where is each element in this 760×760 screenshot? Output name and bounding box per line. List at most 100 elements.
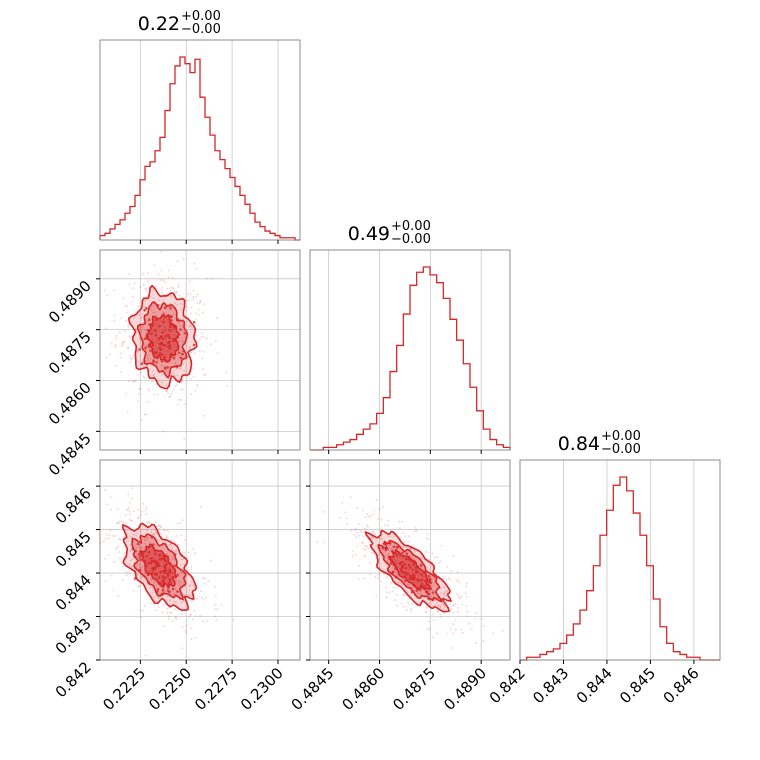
sample-point (436, 604, 439, 607)
core-point (391, 549, 394, 553)
core-point (161, 583, 165, 587)
sample-point (141, 419, 143, 422)
core-point (148, 323, 151, 326)
sample-point (152, 311, 155, 314)
core-point (413, 576, 417, 580)
sample-point (130, 535, 133, 538)
sample-point (187, 569, 189, 572)
sample-point (201, 335, 203, 338)
sample-point (137, 585, 139, 588)
core-point (160, 593, 164, 597)
sample-point (439, 604, 441, 607)
sample-point (428, 620, 430, 623)
sample-point (402, 546, 405, 549)
sample-point (399, 527, 401, 529)
sample-point (131, 301, 133, 303)
sample-point (162, 365, 165, 367)
sample-point (139, 325, 142, 328)
sample-point (160, 526, 162, 529)
sample-point (128, 518, 131, 521)
sample-point (454, 602, 456, 605)
sample-point (148, 348, 151, 350)
sample-point (140, 576, 143, 578)
core-point (143, 559, 147, 563)
sample-point (414, 527, 417, 529)
core-point (179, 328, 182, 331)
sample-point (162, 299, 164, 302)
sample-point (194, 312, 197, 315)
sample-point (152, 374, 155, 376)
sample-point (378, 572, 381, 574)
sample-point (388, 546, 390, 549)
sample-point (169, 611, 171, 614)
sample-point (195, 295, 198, 298)
sample-point (125, 319, 127, 322)
sample-point (356, 507, 359, 510)
sample-point (128, 501, 131, 504)
sample-point (149, 358, 152, 360)
panel-title-err-minus: −0.00 (601, 442, 641, 457)
core-point (147, 561, 150, 565)
x-tick-label: 0.844 (573, 664, 616, 707)
sample-point (196, 302, 199, 305)
sample-point (181, 626, 184, 629)
sample-point (355, 528, 358, 530)
core-point (161, 589, 165, 592)
core-point (151, 324, 155, 328)
core-point (164, 334, 167, 338)
sample-point (410, 607, 413, 610)
sample-point (410, 586, 413, 589)
sample-point (447, 577, 450, 580)
scatter-panel-1-3 (96, 459, 301, 664)
core-point (394, 567, 397, 570)
sample-point (216, 608, 219, 610)
sample-point (192, 296, 195, 298)
sample-point (166, 611, 169, 614)
sample-point (131, 295, 134, 298)
core-point (164, 559, 167, 563)
sample-point (166, 536, 168, 539)
sample-point (173, 558, 176, 561)
core-point (412, 583, 416, 587)
core-point (384, 548, 388, 552)
sample-point (146, 345, 149, 348)
sample-point (358, 578, 361, 581)
sample-point (201, 311, 204, 314)
sample-point (439, 592, 442, 595)
sample-point (379, 547, 382, 550)
core-point (143, 308, 146, 312)
core-point (179, 356, 183, 360)
sample-point (202, 620, 205, 623)
sample-point (201, 357, 204, 360)
sample-point (372, 513, 375, 516)
sample-point (386, 559, 389, 562)
sample-point (174, 313, 177, 315)
core-point (163, 359, 167, 362)
core-point (145, 333, 149, 337)
sample-point (385, 596, 388, 599)
core-point (151, 343, 155, 347)
sample-point (377, 577, 380, 580)
sample-point (195, 334, 198, 337)
sample-point (188, 347, 191, 350)
sample-point (185, 624, 188, 627)
sample-point (380, 537, 382, 540)
sample-point (350, 529, 353, 532)
sample-point (442, 596, 445, 599)
sample-point (157, 273, 160, 276)
core-point (394, 575, 398, 579)
sample-point (130, 565, 133, 568)
sample-point (166, 529, 168, 532)
sample-point (449, 603, 452, 605)
sample-point (373, 553, 376, 556)
sample-point (178, 583, 181, 586)
sample-point (143, 538, 146, 541)
sample-point (406, 609, 408, 611)
sample-point (125, 311, 128, 314)
sample-point (185, 632, 188, 635)
core-point (411, 573, 415, 577)
sample-point (135, 547, 138, 550)
core-point (168, 336, 171, 339)
core-point (146, 336, 149, 340)
sample-point (201, 596, 203, 599)
